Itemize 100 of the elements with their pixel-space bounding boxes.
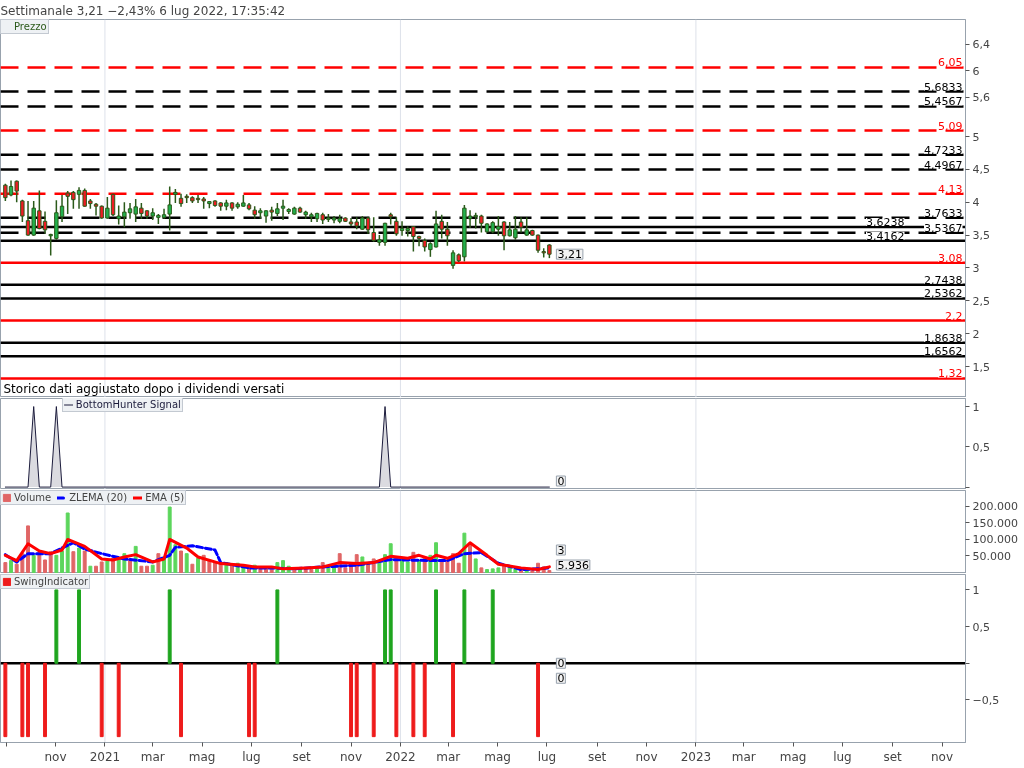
x-tick-label: mar (731, 749, 756, 764)
y-tick-label: 0,5 (972, 620, 990, 634)
x-tick-label: lug (537, 749, 557, 764)
x-tick-label: 2022 (385, 749, 416, 764)
y-tick-label: 2 (972, 327, 980, 341)
bar (77, 547, 81, 573)
bar (150, 564, 155, 573)
legend-label: ZLEMA (20) (69, 492, 128, 503)
bar (54, 554, 59, 573)
bar (473, 558, 478, 573)
bar (145, 565, 149, 573)
x-tick-label: set (292, 749, 312, 764)
x-tick-label: nov (635, 749, 658, 764)
bar (3, 562, 8, 573)
bar (456, 562, 461, 573)
bar (99, 561, 104, 573)
ref-line-label: 5,6833 (924, 80, 963, 94)
x-tick-label: lug (833, 749, 852, 764)
y-tick-label: 1,5 (972, 360, 990, 374)
bar (43, 559, 47, 573)
ref-line-label: 3,7633 (924, 206, 963, 220)
bar (485, 569, 490, 573)
bar (479, 567, 484, 573)
annotation: Storico dati aggiustato dopo i dividendi versati (3, 381, 285, 396)
ref-line-label: 5,4567 (924, 95, 963, 109)
ref-line-label: 4,13 (938, 182, 963, 196)
y-tick-label: 6 (972, 64, 980, 78)
y-tick-label: 3,5 (972, 229, 990, 243)
x-tick-label: mag (484, 749, 511, 764)
y-tick-label: 5,6 (972, 91, 990, 105)
x-tick-label: nov (44, 749, 67, 764)
x-tick-label: set (587, 749, 607, 764)
y-tick-label: 3 (972, 261, 980, 275)
x-tick-label: 2021 (89, 749, 121, 764)
x-tick-label: mar (140, 749, 165, 764)
annotation: 3 (557, 544, 565, 557)
bar (264, 568, 268, 573)
bar (82, 550, 87, 573)
y-tick-label: 0,5 (972, 440, 990, 454)
ref-line-label: 3,6238 (866, 215, 905, 229)
legend-label: Volume (14, 492, 52, 503)
bar (60, 550, 64, 573)
bar (179, 550, 183, 573)
bar (196, 557, 200, 573)
x-tick-label: lug (242, 749, 261, 764)
y-tick-label: 200.000 (972, 500, 1018, 514)
y-tick-label: 1 (972, 583, 980, 597)
ref-line-label: 3,08 (938, 251, 963, 265)
bar (94, 565, 98, 573)
x-tick-label: mar (436, 749, 461, 764)
text: Prezzo (14, 21, 47, 32)
chart-title: Settimanale 3,21 −2,43% 6 lug 2022, 17:35:42 (0, 4, 286, 18)
x-tick-label: nov (931, 749, 954, 764)
bar (417, 560, 421, 573)
y-tick-label: 100.000 (972, 533, 1018, 547)
y-tick-label: 4 (972, 196, 980, 210)
ref-line-label: 1,8638 (924, 331, 963, 345)
legend-label: SwingIndicator (14, 576, 89, 587)
bar (190, 563, 195, 573)
bar (71, 551, 76, 573)
ref-line-label: 2,5362 (924, 287, 963, 301)
x-tick-label: mag (188, 749, 216, 764)
y-tick-label: 2,5 (972, 294, 990, 308)
annotation: 5.936 (557, 559, 589, 572)
annotation: 0 (557, 672, 565, 686)
ref-line-label: 2,7438 (924, 273, 963, 287)
candlestick (280, 198, 286, 221)
x-tick-label: mag (779, 749, 807, 764)
y-tick-label: 1 (972, 400, 980, 414)
bar (405, 561, 410, 573)
bar (269, 568, 274, 573)
ref-line-label: 1,6562 (924, 345, 963, 359)
y-tick-label: 4,5 (972, 163, 990, 177)
candlestick (167, 185, 172, 232)
ref-line-label: 3,4162 (866, 229, 905, 243)
ref-line-label: 3,5367 (924, 221, 963, 235)
y-tick-label: 5 (972, 130, 980, 144)
ref-line-label: 1,32 (938, 367, 963, 381)
bar (88, 565, 93, 573)
ref-line-label: 4,4967 (924, 158, 963, 172)
ref-line-label: 4,7233 (924, 143, 963, 157)
ref-line-label: 6,05 (938, 56, 963, 70)
annotation: 0 (557, 475, 565, 488)
bar (9, 560, 13, 573)
annotation: 0 (557, 657, 565, 671)
y-tick-label: 150.000 (972, 516, 1018, 530)
bar (105, 560, 110, 573)
legend-label: BottomHunter Signal (75, 399, 181, 410)
legend-label: EMA (5) (145, 492, 185, 503)
ref-line-label: 2,2 (945, 309, 963, 323)
x-tick-label: nov (340, 749, 363, 764)
y-tick-label: −0,5 (972, 693, 1000, 707)
y-tick-label: 6,4 (972, 38, 990, 52)
x-tick-label: set (883, 749, 903, 764)
bar (184, 553, 189, 573)
x-tick-label: 2023 (680, 749, 712, 764)
ref-line-label: 5,09 (938, 119, 963, 133)
annotation: 3,21 (557, 248, 582, 262)
y-tick-label: 50.000 (972, 549, 1011, 563)
bar (139, 565, 144, 573)
